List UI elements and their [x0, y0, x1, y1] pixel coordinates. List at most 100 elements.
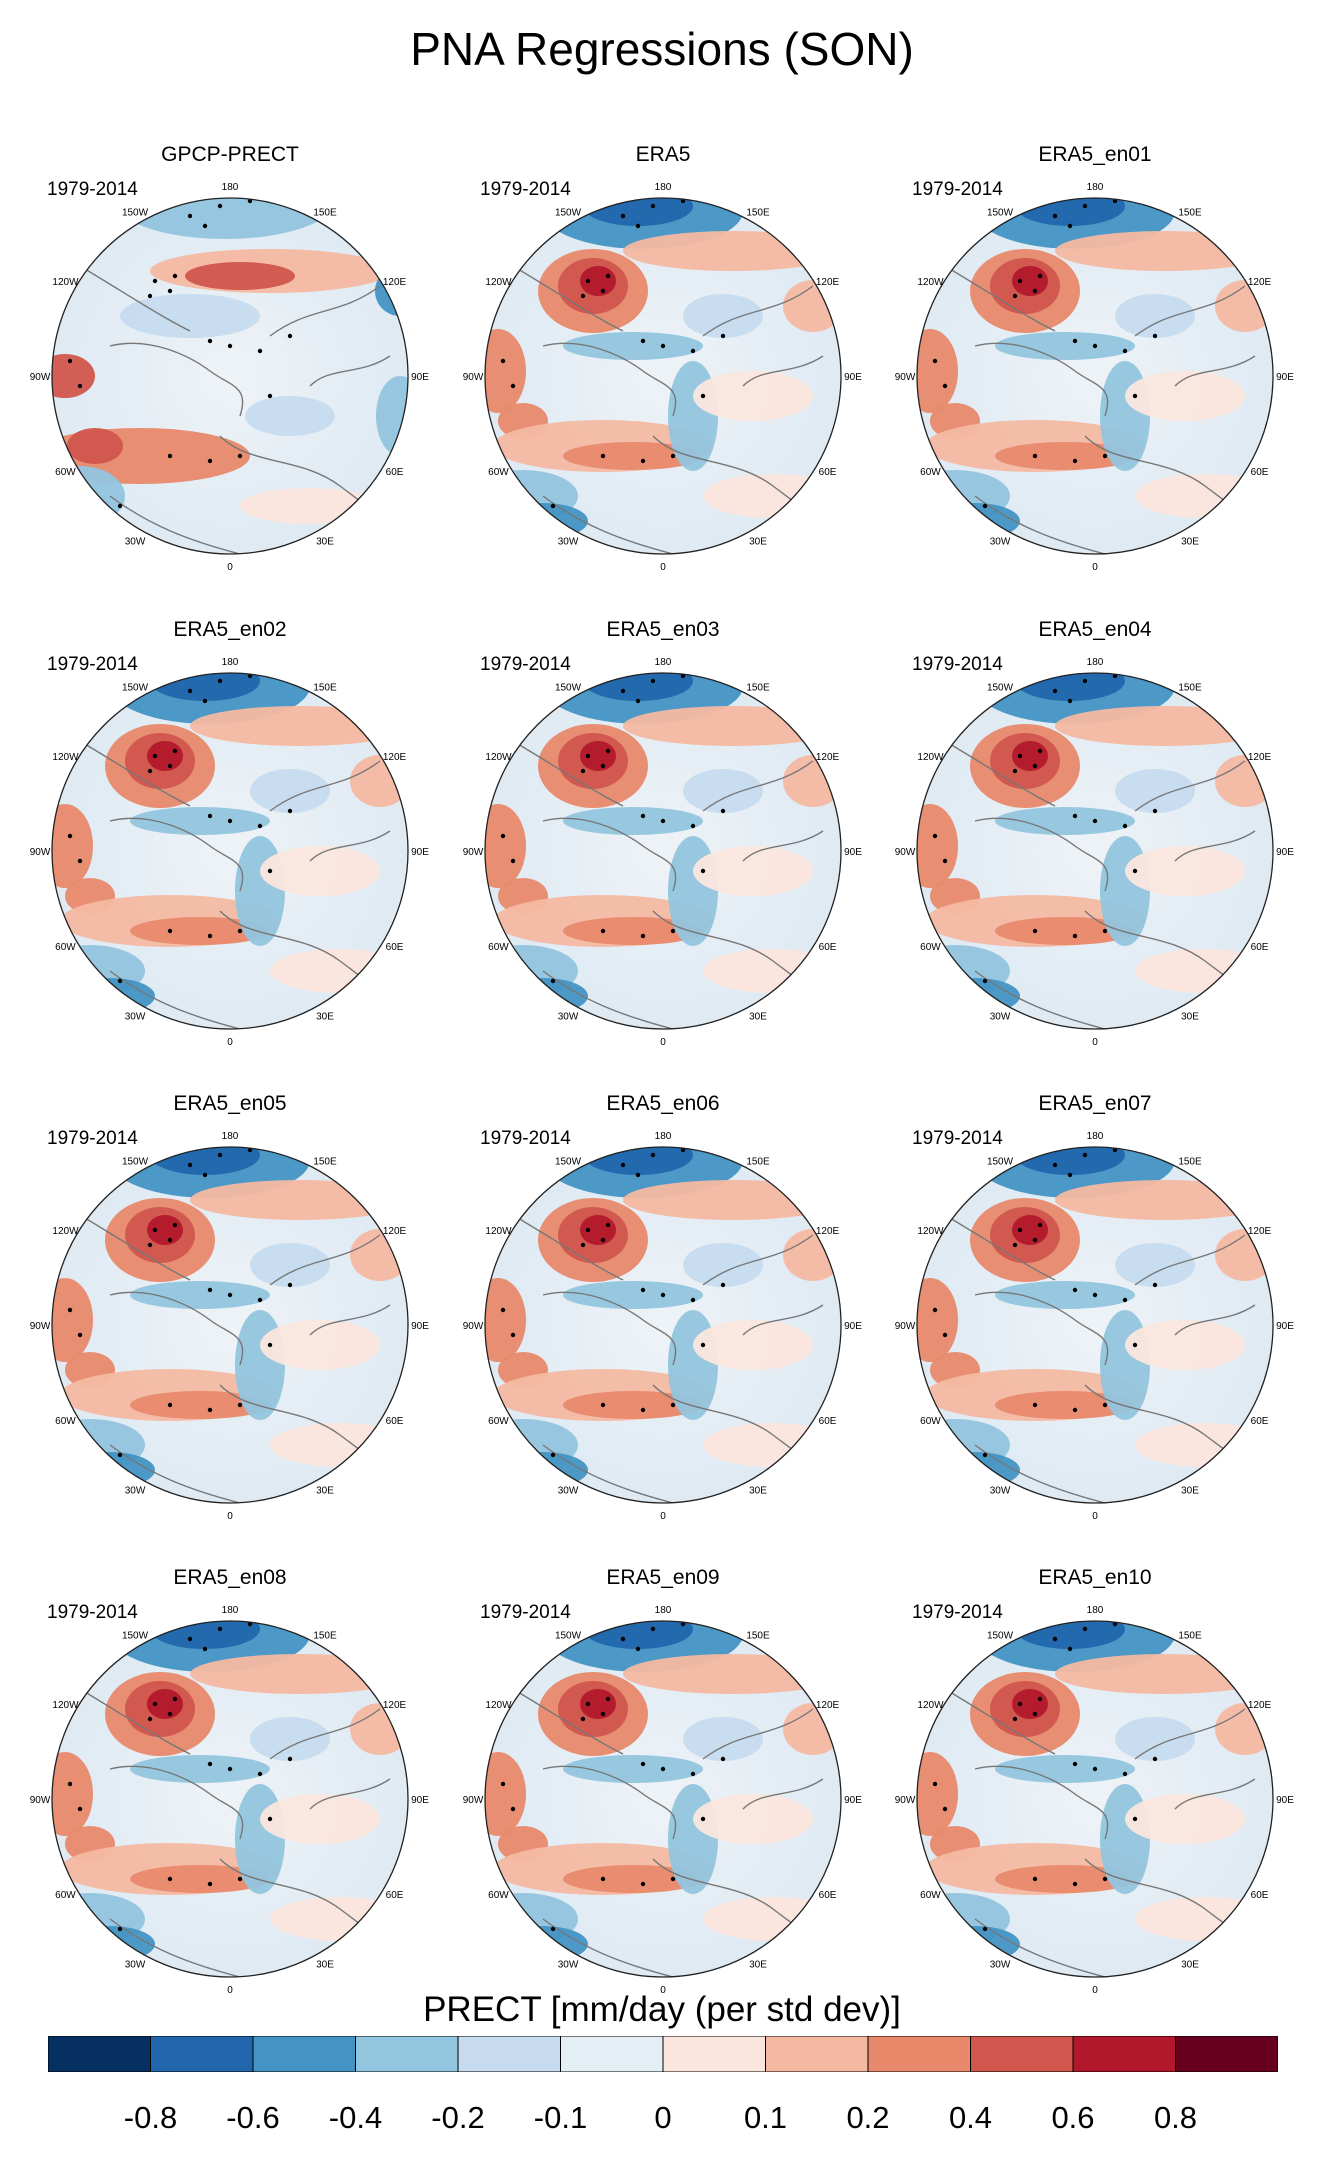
significance-dot [237, 453, 243, 459]
significance-dot [257, 823, 263, 829]
longitude-label: 150E [1178, 207, 1202, 218]
significance-dot [1017, 753, 1023, 759]
significance-dot [1017, 1227, 1023, 1233]
longitude-label: 60E [1251, 942, 1269, 953]
anomaly-region [683, 769, 763, 813]
significance-dot [1072, 1761, 1078, 1767]
longitude-label: 150E [746, 1156, 770, 1167]
colorbar-segment [970, 2036, 1074, 2072]
significance-dot [962, 998, 968, 1004]
anomaly-region [995, 1865, 1135, 1893]
anomaly-region [668, 1310, 718, 1420]
significance-dot [680, 673, 686, 679]
significance-dot [337, 543, 343, 549]
longitude-label: 30W [990, 1486, 1011, 1497]
significance-dot [530, 1946, 536, 1952]
significance-dot [720, 333, 726, 339]
longitude-label: 30W [990, 1012, 1011, 1023]
longitude-label: 30E [1181, 537, 1199, 548]
anomaly-region [250, 769, 330, 813]
significance-dot [1052, 688, 1058, 694]
anomaly-region [930, 503, 1020, 539]
significance-dot [962, 1946, 968, 1952]
anomaly-region [150, 673, 260, 701]
anomaly-region [583, 198, 693, 226]
longitude-label: 150W [555, 207, 582, 218]
longitude-label: 60E [1251, 467, 1269, 478]
longitude-label: 180 [222, 1131, 239, 1142]
significance-dot [1122, 1297, 1128, 1303]
longitude-label: 60E [819, 1890, 837, 1901]
anomaly-region [623, 231, 841, 271]
panel-period: 1979-2014 [480, 179, 571, 200]
significance-dot [640, 1881, 646, 1887]
significance-dot [97, 998, 103, 1004]
coastline [269, 285, 381, 337]
significance-dot [97, 523, 103, 529]
longitude-label: 60E [1251, 1890, 1269, 1901]
significance-dot [207, 458, 213, 464]
longitude-label: 120E [383, 1226, 407, 1237]
significance-dot [1032, 1711, 1038, 1717]
anomaly-region [1015, 673, 1125, 701]
significance-dot [770, 1492, 776, 1498]
longitude-label: 120W [52, 277, 79, 288]
coastline [974, 495, 1106, 554]
panel-period: 1979-2014 [912, 1128, 1003, 1149]
significance-dot [152, 1227, 158, 1233]
anomaly-region [235, 1784, 285, 1894]
longitude-label: 30E [316, 1960, 334, 1971]
coastline [309, 1304, 391, 1336]
significance-dot [770, 1966, 776, 1972]
longitude-label: 60E [386, 942, 404, 953]
significance-dot [690, 1297, 696, 1303]
polar-map: 180 150E 120E 90E 60E 30E 0 30W 60W 90W 120W 150W [30, 657, 430, 1048]
significance-dot [660, 1766, 666, 1772]
longitude-label: 90E [844, 1795, 862, 1806]
longitude-label: 120E [1248, 752, 1272, 763]
longitude-label: 30W [990, 1960, 1011, 1971]
panel-title: ERA5_en09 [606, 1566, 720, 1589]
significance-dot [635, 223, 641, 229]
significance-dot [1092, 1292, 1098, 1298]
significance-dot [600, 1237, 606, 1243]
significance-dot [620, 1636, 626, 1642]
coastline [944, 1688, 1056, 1755]
longitude-label: 90W [30, 1321, 51, 1332]
anomaly-region [270, 949, 408, 993]
map-boundary [916, 197, 1274, 555]
longitude-label: 120W [52, 1226, 79, 1237]
anomaly-region [485, 329, 526, 413]
significance-dot [167, 1876, 173, 1882]
anomaly-region [703, 1897, 841, 1941]
significance-dot [640, 1287, 646, 1293]
anomaly-region [245, 396, 335, 436]
significance-dot [77, 1332, 83, 1338]
significance-dot [640, 458, 646, 464]
significance-dot [227, 1292, 233, 1298]
anomaly-region [120, 294, 260, 338]
longitude-label: 120W [485, 752, 512, 763]
significance-dot [982, 1452, 988, 1458]
coastline [109, 342, 244, 417]
coastline [269, 760, 381, 812]
coastline [944, 265, 1056, 332]
significance-dot [247, 198, 253, 204]
anomaly-region [1012, 1215, 1048, 1245]
significance-dot [1037, 1222, 1043, 1228]
significance-dot [147, 1716, 153, 1722]
significance-dot [1052, 1162, 1058, 1168]
longitude-label: 30W [990, 537, 1011, 548]
coastline [542, 817, 677, 892]
significance-dot [670, 453, 676, 459]
anomaly-region [1115, 294, 1195, 338]
panel-title: ERA5_en04 [1038, 618, 1152, 641]
map-panel: 180 150E 120E 90E 60E 30E 0 30W 60W 90W 120W 150W ER… [895, 1092, 1324, 1562]
significance-dot [117, 1926, 123, 1932]
anomaly-region [1115, 769, 1195, 813]
significance-dot [167, 453, 173, 459]
significance-dot [635, 1646, 641, 1652]
significance-dot [67, 833, 73, 839]
anomaly-region [1115, 1243, 1195, 1287]
polar-map: 180 150E 120E 90E 60E 30E 0 30W 60W 90W 120W 150W [895, 657, 1295, 1048]
